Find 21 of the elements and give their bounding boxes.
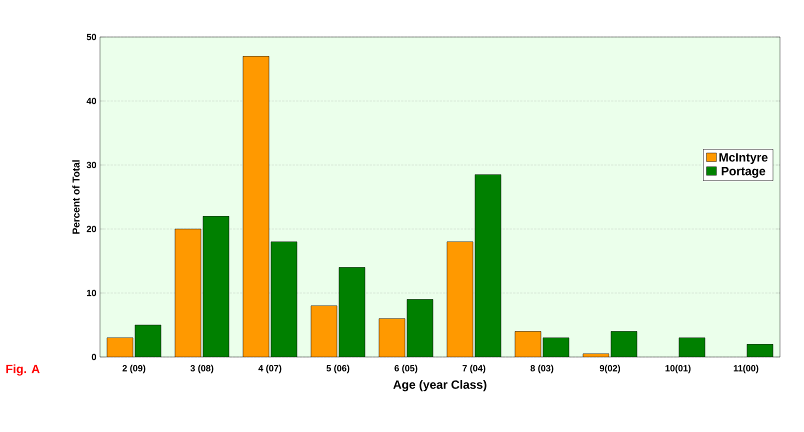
x-tick-label: 2 (09) — [122, 364, 146, 374]
y-tick-label: 40 — [86, 98, 96, 104]
text: Fig. A — [6, 364, 40, 376]
y-axis-title: Percent of Total — [72, 160, 80, 234]
y-tick-label: 20 — [86, 226, 96, 232]
y-tick-label: 10 — [87, 290, 96, 296]
x-axis-title: Age (year Class) — [393, 380, 486, 392]
x-tick-label: 4 (07) — [258, 364, 282, 374]
x-tick-label: 3 (08) — [190, 364, 214, 374]
x-tick-label: 10(01) — [666, 364, 691, 374]
y-tick-label: 0 — [92, 354, 96, 360]
x-tick-label: 9(02) — [600, 364, 620, 374]
y-tick-label: 30 — [86, 162, 96, 168]
x-tick-label: 7 (04) — [462, 364, 486, 374]
legend-label: Portage — [722, 167, 766, 178]
legend-label: McIntyre — [719, 153, 768, 164]
x-tick-label: 5 (06) — [326, 364, 350, 374]
x-tick-label: 11(00) — [734, 364, 758, 374]
x-tick-label: 8 (03) — [530, 364, 554, 374]
x-tick-label: 6 (05) — [394, 364, 418, 374]
y-tick-label: 50 — [86, 34, 96, 40]
